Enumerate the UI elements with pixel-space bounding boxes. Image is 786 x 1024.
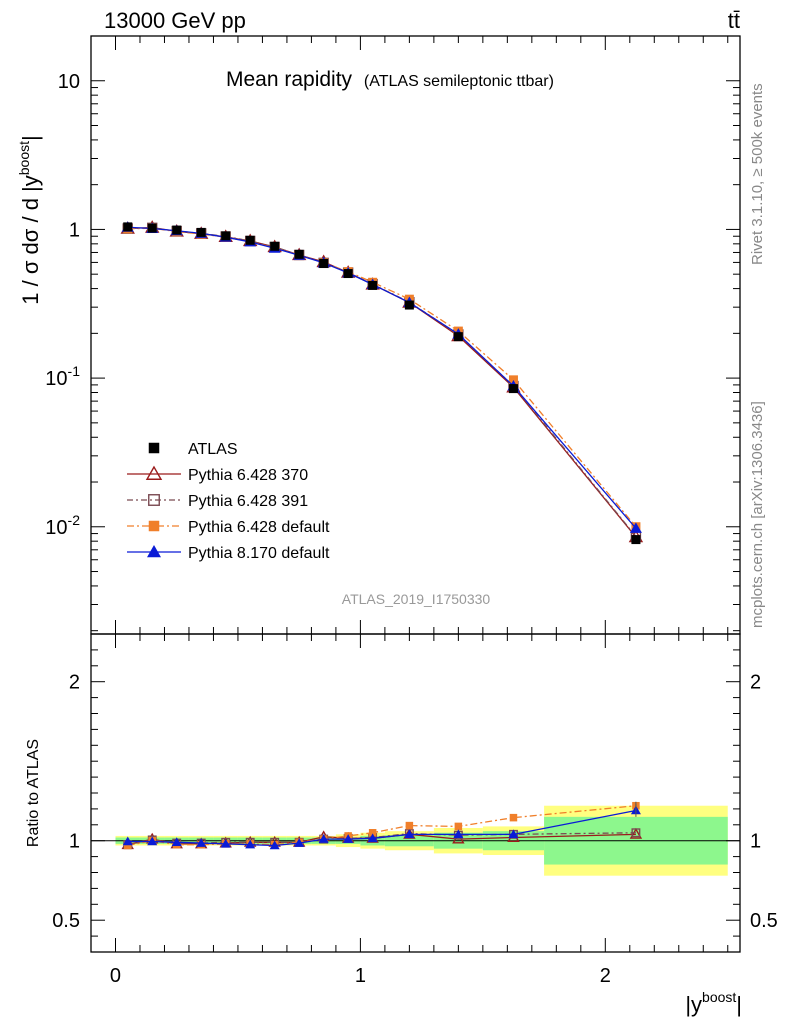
data-point bbox=[294, 249, 304, 259]
chart-title-main: Mean rapidity bbox=[226, 68, 353, 91]
data-point bbox=[508, 829, 519, 839]
data-point bbox=[122, 836, 133, 846]
data-point bbox=[220, 838, 231, 848]
data-point bbox=[148, 494, 160, 506]
data-point bbox=[148, 442, 160, 454]
x-axis-label: |yboost| bbox=[685, 989, 742, 1017]
data-point bbox=[172, 225, 182, 235]
y-bottom-tick-label-right: 2 bbox=[750, 672, 761, 694]
y-top-tick-label: 10-1 bbox=[45, 363, 80, 390]
header-right: tt̄ bbox=[728, 8, 740, 33]
x-tick-label: 1 bbox=[355, 965, 366, 987]
data-point bbox=[343, 834, 354, 843]
legend-label: Pythia 6.428 391 bbox=[188, 493, 308, 510]
data-point bbox=[245, 839, 256, 849]
data-point bbox=[148, 520, 160, 532]
x-tick-label: 2 bbox=[600, 965, 611, 987]
data-point bbox=[294, 838, 305, 847]
mcplots-label: mcplots.cern.ch [arXiv:1306.3436] bbox=[749, 401, 766, 628]
data-point bbox=[123, 222, 133, 232]
legend-label: Pythia 8.170 default bbox=[188, 545, 330, 562]
ratio-panel-frame bbox=[90, 633, 741, 953]
data-point bbox=[196, 838, 207, 847]
y-axis-label-top-main: 1 / σ dσ / d |y bbox=[18, 175, 43, 304]
x-axis-label-sup: boost bbox=[702, 989, 736, 1005]
y-bottom-tick-label-right: 1 bbox=[750, 831, 761, 853]
ratio-curves bbox=[121, 801, 643, 850]
data-point bbox=[196, 227, 206, 237]
series-line bbox=[127, 227, 637, 528]
data-point bbox=[319, 258, 329, 268]
analysis-id: ATLAS_2019_I1750330 bbox=[342, 591, 491, 607]
y-top-tick-label: 1 bbox=[69, 219, 80, 241]
data-point bbox=[147, 836, 158, 846]
x-tick-label: 0 bbox=[110, 965, 121, 987]
data-point bbox=[269, 840, 280, 850]
data-point bbox=[171, 837, 182, 847]
series-line bbox=[127, 227, 637, 537]
data-point bbox=[318, 834, 329, 843]
data-point bbox=[368, 829, 377, 837]
data-point bbox=[404, 300, 414, 310]
y-bottom-tick-label: 2 bbox=[69, 672, 80, 694]
data-point bbox=[453, 829, 464, 839]
legend-label: Pythia 6.428 default bbox=[188, 519, 330, 536]
data-point bbox=[508, 375, 518, 385]
data-point bbox=[509, 813, 518, 822]
data-point bbox=[245, 235, 255, 245]
axis-ticks: 0 1 2 10-2 10-1 1 10 0.5 0.5 1 1 2 2 bbox=[45, 35, 778, 987]
x-axis-label-suffix: | bbox=[736, 992, 742, 1017]
legend: ATLAS Pythia 6.428 370 Pythia 6.428 391 Pyt… bbox=[127, 441, 330, 562]
y-axis-label-bottom: Ratio to ATLAS bbox=[25, 739, 42, 847]
data-point bbox=[404, 829, 415, 839]
y-top-tick-label: 10-2 bbox=[45, 512, 80, 539]
data-point bbox=[368, 280, 378, 290]
data-point bbox=[145, 465, 163, 480]
y-bottom-tick-label: 0.5 bbox=[52, 910, 80, 932]
data-point bbox=[508, 384, 518, 394]
ratio-uncertainty-bands bbox=[91, 805, 740, 876]
series-ratio-line bbox=[127, 805, 636, 847]
chart-title: Mean rapidity (ATLAS semileptonic ttbar) bbox=[226, 68, 554, 91]
data-point bbox=[221, 231, 231, 241]
data-point bbox=[629, 522, 642, 533]
y-bottom-tick-label-right: 0.5 bbox=[750, 910, 778, 932]
rivet-label: Rivet 3.1.10, ≥ 500k events bbox=[749, 83, 766, 265]
data-point bbox=[405, 821, 414, 830]
header-left: 13000 GeV pp bbox=[104, 8, 246, 33]
y-bottom-tick-label: 1 bbox=[69, 831, 80, 853]
y-axis-label-top: 1 / σ dσ / d |yboost| bbox=[16, 135, 43, 304]
data-point bbox=[123, 841, 132, 850]
x-axis-label-main: |y bbox=[685, 992, 702, 1017]
data-point bbox=[631, 828, 641, 838]
y-axis-label-top-sup: boost bbox=[16, 141, 32, 175]
data-point bbox=[270, 241, 280, 251]
data-point bbox=[147, 545, 161, 558]
main-curves bbox=[120, 220, 644, 545]
chart-title-sub: (ATLAS semileptonic ttbar) bbox=[364, 73, 554, 90]
data-point bbox=[367, 833, 378, 843]
y-axis-label-top-suffix: | bbox=[18, 135, 43, 141]
legend-label: ATLAS bbox=[188, 441, 238, 458]
data-point bbox=[453, 332, 463, 342]
data-point bbox=[343, 269, 353, 279]
y-top-tick-label: 10 bbox=[58, 71, 80, 93]
series-line bbox=[127, 226, 637, 538]
legend-label: Pythia 6.428 370 bbox=[188, 467, 308, 484]
data-point bbox=[454, 822, 463, 831]
data-point bbox=[629, 827, 643, 839]
data-point bbox=[147, 223, 157, 233]
data-point bbox=[631, 535, 641, 545]
